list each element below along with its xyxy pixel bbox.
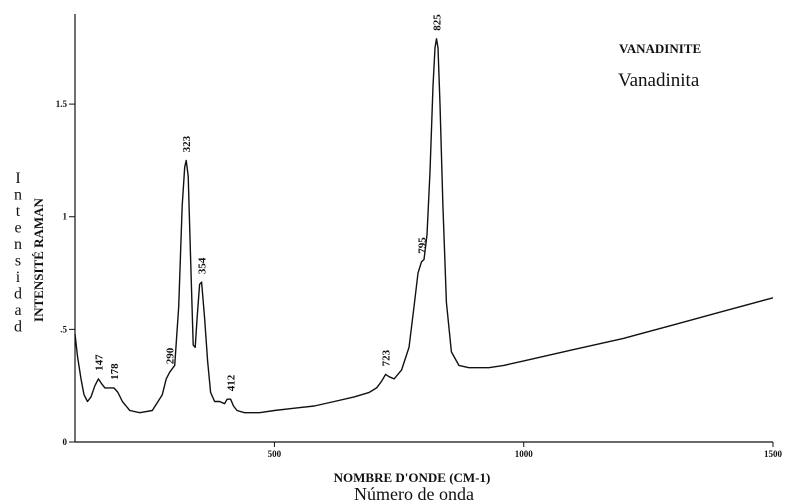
- peak-label-147: 147: [93, 354, 105, 371]
- axes: 0 .5 1 1.5 500 1000 1500: [56, 14, 783, 459]
- peak-label-412: 412: [226, 374, 238, 391]
- x-tick-label: 500: [268, 449, 282, 459]
- y-axis-translation-letter: t: [16, 203, 21, 220]
- y-ticks: 0 .5 1 1.5: [56, 99, 75, 447]
- y-axis-translation-letter: I: [15, 170, 20, 187]
- y-tick-label: 1.5: [56, 99, 68, 109]
- x-tick-label: 1000: [515, 449, 534, 459]
- chart-subtitle: Vanadinita: [618, 70, 700, 91]
- x-tick-label: 1500: [764, 449, 783, 459]
- y-axis-translation-letter: a: [14, 302, 21, 319]
- y-axis-translation-letter: n: [14, 236, 22, 253]
- peak-label-354: 354: [197, 257, 209, 274]
- peak-label-323: 323: [181, 135, 193, 152]
- y-axis-translation-letter: n: [14, 187, 22, 204]
- x-axis-title: NOMBRE D'ONDE (CM-1): [334, 470, 491, 485]
- peak-label-723: 723: [381, 349, 393, 366]
- y-tick-label: .5: [60, 324, 67, 334]
- chart-title: VANADINITE: [619, 41, 701, 56]
- peak-labels: 147 178 290 323 354 412 723 795 825: [93, 14, 443, 391]
- y-tick-label: 0: [63, 437, 68, 447]
- peak-label-825: 825: [432, 14, 444, 31]
- y-axis-translation-letter: i: [16, 269, 21, 286]
- spectrum-line: [74, 38, 774, 414]
- peak-label-290: 290: [165, 347, 177, 364]
- x-ticks: 500 1000 1500: [268, 442, 783, 459]
- peak-label-178: 178: [109, 363, 121, 380]
- y-axis-translation-letter: d: [14, 286, 22, 303]
- y-axis-translation-letter: s: [15, 253, 21, 270]
- y-axis-translation-letter: e: [14, 220, 21, 237]
- x-axis-translation: Número de onda: [354, 484, 474, 503]
- peak-label-795: 795: [417, 237, 429, 254]
- y-tick-label: 1: [63, 212, 68, 222]
- y-axis-title: INTENSITÉ RAMAN: [31, 197, 46, 321]
- y-axis-translation-letter: d: [14, 319, 22, 336]
